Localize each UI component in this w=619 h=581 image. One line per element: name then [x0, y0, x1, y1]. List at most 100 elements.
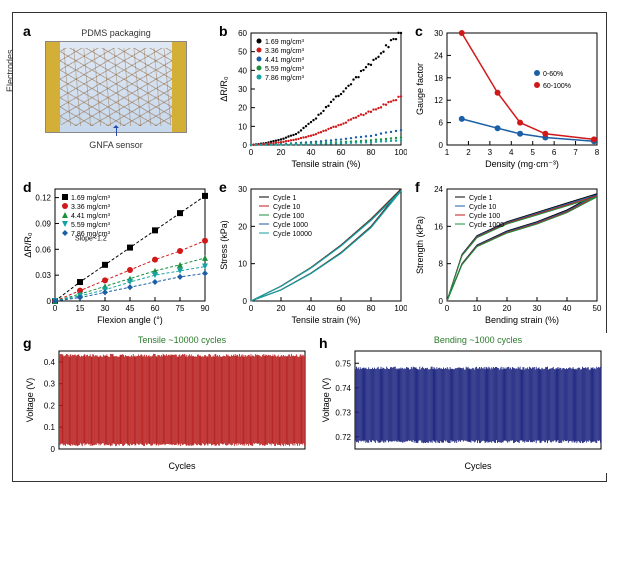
sensor-schematic: PDMS packaging Electrodes Electrodes GNF… [45, 41, 187, 133]
panel-b-label: b [219, 23, 228, 39]
panel-g: g 00.10.20.30.4CyclesVoltage (V)Tensile … [21, 333, 311, 473]
electrode-label-l: Electrodes [5, 49, 15, 92]
gnfa-mesh [60, 48, 172, 126]
electrode-right [172, 42, 186, 132]
svg-text:60: 60 [238, 29, 247, 38]
svg-text:30: 30 [238, 185, 247, 194]
svg-text:20: 20 [238, 222, 247, 231]
svg-text:7.86 mg/cm³: 7.86 mg/cm³ [265, 75, 305, 82]
svg-text:0.09: 0.09 [35, 219, 51, 228]
svg-text:20: 20 [503, 304, 512, 313]
svg-text:Cycle 1000: Cycle 1000 [273, 222, 308, 229]
svg-text:75: 75 [176, 304, 185, 313]
svg-text:ΔR/R₀: ΔR/R₀ [23, 232, 33, 258]
panel-h: h 0.720.730.740.75CyclesVoltage (V)Bendi… [317, 333, 607, 473]
svg-text:100: 100 [394, 148, 407, 157]
svg-text:1: 1 [445, 148, 450, 157]
svg-text:5: 5 [530, 148, 535, 157]
svg-text:0.03: 0.03 [35, 271, 51, 280]
svg-text:24: 24 [434, 51, 443, 60]
svg-text:3: 3 [488, 148, 493, 157]
panel-row-gh: g 00.10.20.30.4CyclesVoltage (V)Tensile … [21, 333, 603, 473]
chart-g: 00.10.20.30.4CyclesVoltage (V)Tensile ~1… [21, 333, 311, 473]
svg-text:3.36 mg/cm³: 3.36 mg/cm³ [71, 204, 111, 211]
svg-text:0: 0 [249, 304, 254, 313]
svg-text:0: 0 [53, 304, 58, 313]
svg-text:20: 20 [277, 304, 286, 313]
svg-text:10: 10 [238, 260, 247, 269]
svg-text:30: 30 [238, 85, 247, 94]
chart-h: 0.720.730.740.75CyclesVoltage (V)Bending… [317, 333, 607, 473]
svg-text:50: 50 [593, 304, 602, 313]
svg-text:7: 7 [573, 148, 578, 157]
svg-text:60: 60 [337, 304, 346, 313]
svg-text:0: 0 [243, 297, 248, 306]
svg-text:Voltage (V): Voltage (V) [321, 378, 331, 423]
svg-text:Cycle 100: Cycle 100 [273, 213, 304, 220]
svg-text:20: 20 [238, 104, 247, 113]
svg-text:4.41 mg/cm³: 4.41 mg/cm³ [265, 57, 305, 64]
svg-text:Cycle 10000: Cycle 10000 [273, 231, 312, 238]
svg-text:1.69 mg/cm³: 1.69 mg/cm³ [71, 195, 111, 202]
svg-text:ΔR/R₀: ΔR/R₀ [219, 76, 229, 102]
svg-text:60-100%: 60-100% [543, 83, 571, 90]
pdms-label: PDMS packaging [81, 28, 151, 38]
svg-text:0: 0 [47, 297, 52, 306]
panel-a-label: a [23, 23, 31, 39]
svg-text:0.72: 0.72 [335, 433, 351, 442]
svg-text:0: 0 [51, 445, 56, 454]
svg-text:7.86 mg/cm³: 7.86 mg/cm³ [71, 231, 111, 238]
panel-a: a PDMS packaging Electrodes Electrodes G… [21, 21, 211, 171]
svg-text:15: 15 [76, 304, 85, 313]
panel-f-label: f [415, 179, 420, 195]
svg-text:0.75: 0.75 [335, 359, 351, 368]
svg-text:0.12: 0.12 [35, 194, 51, 203]
panel-c: c 123456780612182430Density (mg·cm⁻³)Gau… [413, 21, 603, 171]
svg-text:0: 0 [445, 304, 450, 313]
svg-text:Cycle 1: Cycle 1 [273, 195, 296, 202]
panel-d: d 015304560759000.030.060.090.12Flexion … [21, 177, 211, 327]
svg-text:Density (mg·cm⁻³): Density (mg·cm⁻³) [485, 159, 559, 169]
svg-text:Tensile strain (%): Tensile strain (%) [291, 315, 360, 325]
svg-text:6: 6 [552, 148, 557, 157]
svg-text:40: 40 [238, 66, 247, 75]
svg-text:Voltage (V): Voltage (V) [25, 378, 35, 423]
svg-text:60: 60 [151, 304, 160, 313]
svg-text:16: 16 [434, 222, 443, 231]
svg-text:0.74: 0.74 [335, 384, 351, 393]
svg-text:Gauge factor: Gauge factor [415, 63, 425, 115]
chart-b: 0204060801000102030405060Tensile strain … [217, 21, 407, 171]
svg-text:0: 0 [243, 141, 248, 150]
svg-text:30: 30 [101, 304, 110, 313]
svg-text:Cycle 1: Cycle 1 [469, 195, 492, 202]
svg-text:Tensile ~10000 cycles: Tensile ~10000 cycles [138, 335, 227, 345]
svg-text:Cycle 10: Cycle 10 [469, 204, 496, 211]
svg-text:18: 18 [434, 74, 443, 83]
svg-text:10: 10 [473, 304, 482, 313]
svg-text:Stress (kPa): Stress (kPa) [219, 220, 229, 270]
svg-text:5.59 mg/cm³: 5.59 mg/cm³ [71, 222, 111, 229]
svg-text:0: 0 [439, 141, 444, 150]
svg-text:0.1: 0.1 [44, 423, 56, 432]
panel-c-label: c [415, 23, 423, 39]
svg-text:30: 30 [533, 304, 542, 313]
svg-text:3.36 mg/cm³: 3.36 mg/cm³ [265, 48, 305, 55]
svg-text:8: 8 [439, 260, 444, 269]
panel-f: f 01020304050081624Bending strain (%)Str… [413, 177, 603, 327]
svg-text:0.4: 0.4 [44, 358, 56, 367]
svg-text:40: 40 [307, 304, 316, 313]
svg-text:0: 0 [249, 148, 254, 157]
svg-text:24: 24 [434, 185, 443, 194]
panel-b: b 0204060801000102030405060Tensile strai… [217, 21, 407, 171]
svg-text:50: 50 [238, 48, 247, 57]
svg-text:6: 6 [439, 119, 444, 128]
svg-text:2: 2 [466, 148, 471, 157]
svg-text:Cycle 10: Cycle 10 [273, 204, 300, 211]
svg-text:60: 60 [337, 148, 346, 157]
svg-text:5.59 mg/cm³: 5.59 mg/cm³ [265, 66, 305, 73]
svg-text:40: 40 [563, 304, 572, 313]
svg-text:Tensile strain (%): Tensile strain (%) [291, 159, 360, 169]
svg-text:Cycle 1000: Cycle 1000 [469, 222, 504, 229]
sensor-label: GNFA sensor [89, 140, 143, 150]
svg-text:Cycles: Cycles [464, 461, 492, 471]
